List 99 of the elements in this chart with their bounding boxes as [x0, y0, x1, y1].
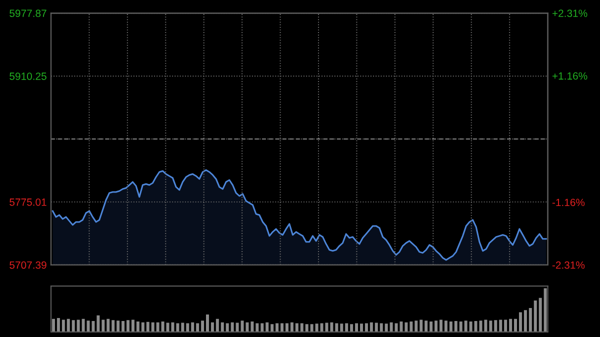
- bar: [404, 322, 408, 332]
- bar: [210, 322, 214, 332]
- bar: [444, 320, 448, 332]
- y2-tick-label: -2.31%: [552, 261, 585, 269]
- bar: [384, 324, 388, 332]
- bar: [146, 322, 150, 332]
- bar: [280, 323, 284, 332]
- bar: [380, 323, 383, 332]
- bar: [62, 320, 65, 332]
- bar: [112, 320, 115, 332]
- bar: [96, 315, 100, 332]
- bar: [176, 323, 180, 332]
- bar: [285, 323, 288, 332]
- bar: [122, 321, 125, 332]
- bar: [544, 288, 547, 332]
- bar: [484, 320, 488, 332]
- y-tick-label: 5910.25: [10, 72, 46, 80]
- bar: [528, 308, 532, 332]
- bar: [489, 320, 492, 332]
- bar: [390, 322, 393, 332]
- bar: [449, 321, 452, 332]
- bar: [330, 322, 334, 332]
- bar: [256, 323, 259, 332]
- bar: [534, 300, 537, 332]
- bar: [305, 324, 308, 332]
- bar: [434, 320, 438, 332]
- bar: [56, 318, 60, 332]
- bar: [295, 323, 298, 332]
- bar: [230, 322, 234, 332]
- bar: [266, 322, 269, 332]
- bar: [260, 323, 264, 332]
- bar: [350, 324, 354, 332]
- bar: [116, 320, 120, 332]
- bar: [420, 320, 423, 332]
- bar: [518, 312, 522, 332]
- bar: [66, 318, 70, 332]
- y-tick-label: 5775.01: [10, 198, 46, 206]
- bar: [360, 324, 363, 332]
- bar: [514, 318, 517, 332]
- bar: [364, 323, 368, 332]
- bar: [469, 321, 472, 332]
- bar: [538, 298, 542, 332]
- bar: [310, 324, 314, 332]
- bar: [206, 314, 209, 332]
- y2-tick-label: +2.31%: [552, 10, 588, 18]
- y-tick-label: 5977.87: [10, 10, 46, 18]
- bar: [300, 323, 304, 332]
- bar: [126, 320, 130, 332]
- bar: [136, 321, 140, 332]
- bar: [315, 324, 318, 332]
- y2-tick-label: -1.16%: [552, 198, 585, 206]
- bar: [216, 318, 219, 332]
- bar: [370, 322, 373, 332]
- bar: [524, 310, 527, 332]
- bar: [196, 323, 200, 332]
- bar: [156, 322, 160, 332]
- bar: [52, 318, 55, 332]
- bar: [201, 320, 204, 332]
- bar: [171, 322, 174, 332]
- bar: [220, 322, 224, 332]
- y2-tick-label: +1.16%: [552, 72, 588, 80]
- y-tick-label: 5707.39: [10, 261, 46, 269]
- bar: [325, 322, 328, 332]
- bar: [499, 320, 502, 332]
- bar: [345, 323, 348, 332]
- bar: [430, 321, 433, 332]
- bar: [414, 320, 418, 332]
- bar: [161, 321, 164, 332]
- bar: [82, 318, 85, 332]
- bar: [335, 323, 338, 332]
- bar: [424, 320, 428, 332]
- bar: [102, 320, 105, 332]
- bar: [440, 320, 442, 332]
- bar: [340, 324, 344, 332]
- bar: [191, 322, 194, 332]
- bar: [355, 323, 358, 332]
- bar: [509, 318, 512, 332]
- bar: [250, 321, 254, 332]
- bar: [374, 322, 378, 332]
- bar: [141, 322, 144, 332]
- bar: [270, 324, 274, 332]
- bar: [276, 323, 279, 332]
- bar: [459, 321, 462, 332]
- bar: [454, 321, 458, 332]
- bar: [72, 320, 75, 332]
- bar: [181, 322, 184, 332]
- bar: [151, 322, 154, 332]
- bar: [290, 322, 294, 332]
- bar: [236, 322, 239, 332]
- bar: [464, 320, 468, 332]
- bar: [131, 320, 134, 332]
- bar: [504, 320, 508, 332]
- bar: [410, 321, 413, 332]
- bar: [494, 320, 498, 332]
- bar: [76, 320, 80, 332]
- bar: [186, 323, 190, 332]
- bar: [106, 318, 110, 332]
- bar: [226, 323, 229, 332]
- bar: [394, 323, 398, 332]
